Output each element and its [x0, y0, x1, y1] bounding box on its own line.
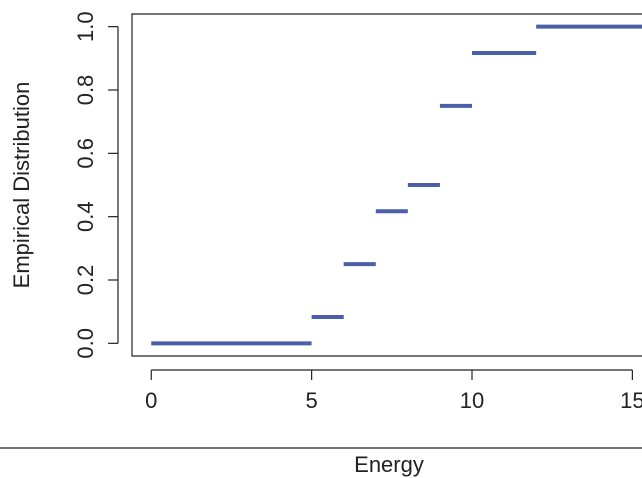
x-axis: 0 5 10 15 — [145, 369, 642, 413]
x-axis-label: Energy — [354, 452, 424, 477]
x-tick-label-2: 10 — [460, 388, 484, 413]
plot-frame — [131, 13, 642, 357]
y-tick-label-1: 0.2 — [73, 265, 98, 296]
y-tick-label-4: 0.8 — [73, 75, 98, 106]
plot-area — [131, 13, 642, 357]
y-tick-label-3: 0.6 — [73, 138, 98, 169]
x-tick-label-0: 0 — [145, 388, 157, 413]
y-tick-label-2: 0.4 — [73, 201, 98, 232]
y-axis-label: Empirical Distribution — [9, 82, 34, 289]
y-tick-label-5: 1.0 — [73, 11, 98, 42]
y-axis: 0.0 0.2 0.4 0.6 0.8 1.0 — [73, 11, 119, 359]
x-tick-label-3: 15 — [620, 388, 642, 413]
x-tick-label-1: 5 — [305, 388, 317, 413]
y-tick-label-0: 0.0 — [73, 328, 98, 359]
